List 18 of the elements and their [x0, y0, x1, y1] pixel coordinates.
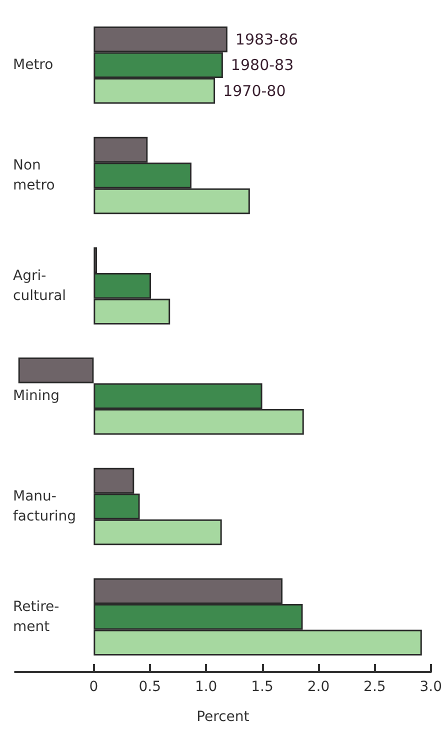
x-tick-label: 2.0	[307, 679, 330, 695]
x-axis-title: Percent	[196, 709, 250, 725]
bar	[18, 358, 94, 384]
x-tick-label: 1.5	[251, 679, 274, 695]
series-label: 1983-86	[235, 30, 298, 48]
y-tick-label: Non metro	[13, 158, 55, 194]
y-tick-label: Agri- cultural	[13, 268, 66, 304]
x-tick-label: 1.0	[194, 679, 218, 695]
y-tick-label: Retire- ment	[13, 598, 60, 635]
x-tick-label: 0	[89, 679, 98, 695]
x-tick-label: 0.5	[138, 679, 162, 695]
x-tick-label: 2.5	[364, 679, 386, 695]
series-label: 1970-80	[223, 82, 286, 100]
y-tick-label: Mining	[13, 388, 60, 404]
x-tick-label: 3.0	[420, 679, 442, 695]
y-tick-label: Manu- facturing	[13, 488, 76, 524]
y-tick-label: Metro	[13, 57, 54, 74]
series-label: 1980-83	[230, 56, 294, 74]
